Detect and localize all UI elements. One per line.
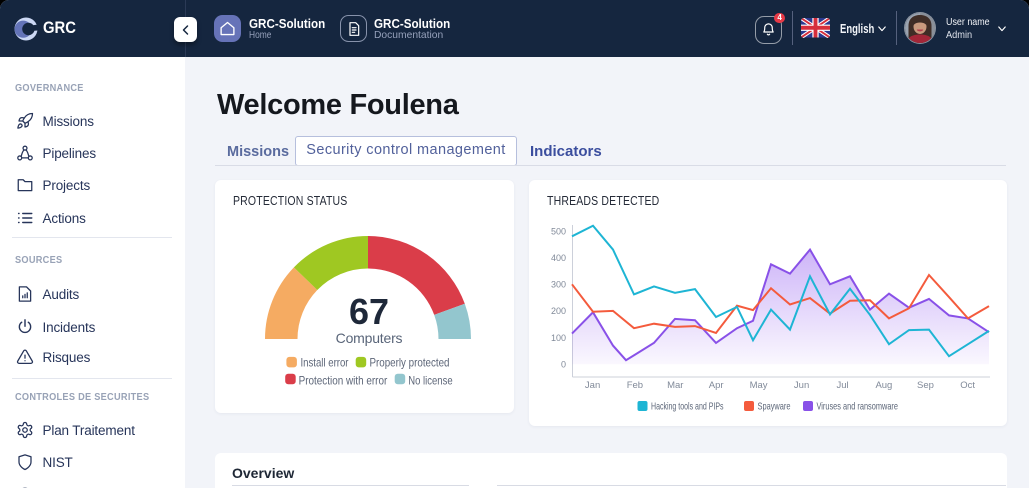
svg-text:Properly protected: Properly protected [370, 355, 450, 369]
svg-text:Spayware: Spayware [758, 401, 791, 413]
svg-text:Viruses and ransomware: Viruses and ransomware [817, 401, 899, 413]
svg-text:Feb: Feb [627, 380, 643, 391]
svg-text:Oct: Oct [960, 380, 975, 391]
svg-text:Install error: Install error [301, 355, 349, 369]
svg-text:Hacking tools and PIPs: Hacking tools and PIPs [651, 401, 724, 413]
svg-text:Jun: Jun [794, 380, 809, 391]
svg-text:Apr: Apr [709, 380, 724, 391]
svg-text:Jul: Jul [837, 380, 849, 391]
svg-text:100: 100 [551, 333, 566, 343]
svg-text:300: 300 [551, 280, 566, 290]
svg-text:0: 0 [561, 360, 566, 370]
svg-text:Mar: Mar [667, 380, 683, 391]
svg-text:Jan: Jan [585, 380, 600, 391]
svg-text:400: 400 [551, 253, 566, 263]
svg-text:Aug: Aug [875, 380, 892, 391]
svg-text:Protection with error: Protection with error [299, 373, 388, 387]
svg-text:200: 200 [551, 306, 566, 316]
svg-text:500: 500 [551, 226, 566, 236]
svg-text:May: May [750, 380, 768, 391]
svg-text:No license: No license [408, 373, 453, 387]
svg-text:Sep: Sep [917, 380, 934, 391]
